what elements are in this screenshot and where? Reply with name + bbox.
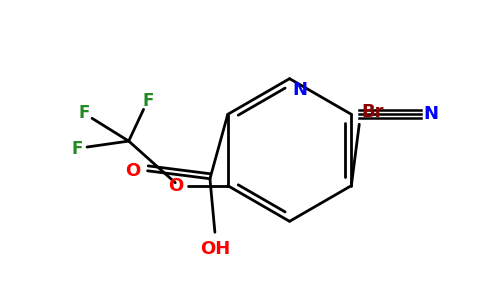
Text: Br: Br (361, 103, 384, 121)
Text: O: O (125, 162, 140, 180)
Text: N: N (292, 81, 307, 99)
Text: OH: OH (200, 240, 230, 258)
Text: F: F (78, 104, 90, 122)
Text: O: O (168, 177, 183, 195)
Text: F: F (143, 92, 154, 110)
Text: F: F (72, 140, 83, 158)
Text: N: N (424, 105, 439, 123)
